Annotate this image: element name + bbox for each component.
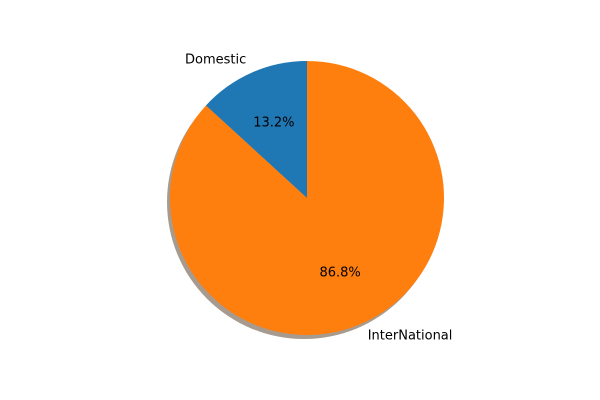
- pie-slice-international: [170, 61, 445, 335]
- pie-label-domestic: Domestic: [185, 53, 246, 68]
- pie-label-layer: Domestic 13.2% InterNational 86.8%: [185, 53, 452, 344]
- pie-slice-layer: [170, 61, 445, 335]
- pie-percent-domestic: 13.2%: [253, 115, 294, 130]
- pie-slice-domestic: [205, 61, 307, 198]
- pie-label-international: InterNational: [368, 328, 453, 343]
- pie-percent-international: 86.8%: [319, 266, 360, 281]
